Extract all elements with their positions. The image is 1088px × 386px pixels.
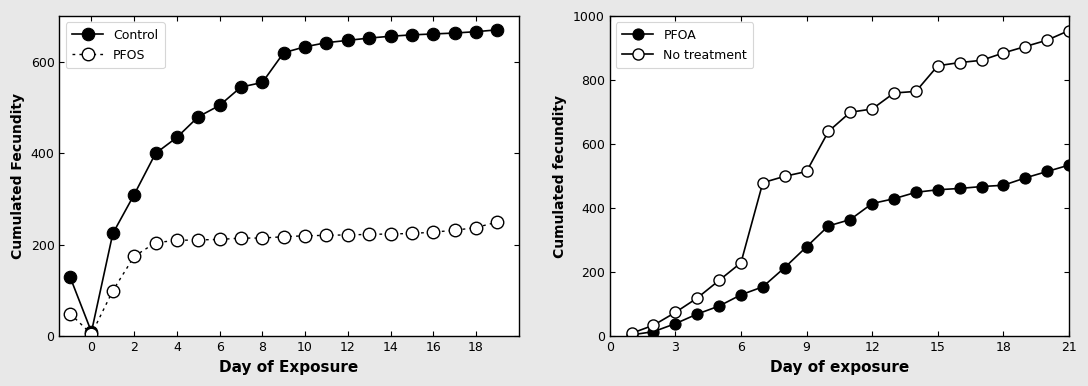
No treatment (866, 107, 879, 111)
No treatment (975, 58, 988, 63)
Line: PFOS: PFOS (64, 216, 504, 340)
PFOS (213, 237, 226, 242)
PFOS (362, 232, 375, 237)
PFOA (975, 184, 988, 189)
Control (171, 135, 184, 140)
Y-axis label: Cumulated fecundity: Cumulated fecundity (554, 95, 568, 258)
Control (277, 51, 290, 55)
Control (298, 44, 311, 49)
No treatment (1040, 38, 1053, 42)
Control (406, 32, 419, 37)
Line: Control: Control (64, 24, 504, 338)
Control (149, 151, 162, 156)
PFOA (888, 196, 901, 201)
PFOS (256, 236, 269, 240)
PFOS (448, 228, 461, 233)
PFOA (1018, 176, 1031, 180)
PFOA (931, 188, 944, 192)
PFOA (910, 190, 923, 195)
PFOS (426, 230, 440, 234)
Control (491, 27, 504, 32)
PFOS (63, 311, 76, 316)
No treatment (756, 180, 769, 185)
PFOA (821, 223, 834, 228)
Control (213, 103, 226, 108)
Legend: PFOA, No treatment: PFOA, No treatment (616, 22, 754, 68)
PFOS (469, 225, 482, 230)
Control (127, 192, 140, 197)
Control (342, 38, 355, 43)
PFOA (778, 265, 791, 270)
PFOS (191, 238, 205, 242)
PFOA (844, 217, 857, 222)
No treatment (997, 51, 1010, 55)
Control (256, 80, 269, 85)
PFOS (298, 234, 311, 238)
PFOS (149, 240, 162, 245)
PFOA (626, 333, 639, 337)
No treatment (691, 296, 704, 300)
No treatment (669, 310, 682, 315)
No treatment (1018, 44, 1031, 49)
Line: No treatment: No treatment (626, 25, 1075, 339)
PFOS (85, 332, 98, 337)
Control (191, 115, 205, 119)
Control (107, 231, 120, 236)
No treatment (734, 261, 747, 265)
Control (384, 34, 397, 39)
PFOS (277, 234, 290, 239)
Control (320, 41, 333, 45)
Line: PFOA: PFOA (626, 159, 1075, 340)
PFOA (713, 304, 726, 308)
No treatment (910, 89, 923, 94)
PFOA (756, 284, 769, 289)
Control (469, 29, 482, 34)
No treatment (800, 169, 813, 174)
PFOS (491, 220, 504, 224)
Control (426, 32, 440, 36)
No treatment (888, 91, 901, 95)
PFOS (406, 231, 419, 236)
PFOS (127, 254, 140, 259)
No treatment (844, 110, 857, 115)
Control (448, 31, 461, 36)
PFOS (342, 232, 355, 237)
No treatment (626, 331, 639, 335)
Control (85, 330, 98, 334)
PFOA (800, 244, 813, 249)
No treatment (931, 63, 944, 68)
No treatment (821, 129, 834, 134)
No treatment (647, 323, 660, 328)
Control (63, 275, 76, 279)
PFOA (997, 183, 1010, 188)
Y-axis label: Cumulated Fecundity: Cumulated Fecundity (11, 93, 25, 259)
PFOA (669, 321, 682, 326)
No treatment (778, 174, 791, 179)
PFOA (866, 201, 879, 206)
PFOA (691, 312, 704, 317)
No treatment (953, 60, 966, 65)
PFOA (953, 186, 966, 191)
Control (362, 36, 375, 41)
PFOS (234, 236, 247, 240)
PFOS (171, 238, 184, 243)
PFOA (647, 329, 660, 334)
No treatment (1063, 28, 1076, 33)
PFOA (1040, 169, 1053, 174)
No treatment (713, 278, 726, 283)
PFOA (734, 293, 747, 297)
PFOS (384, 232, 397, 236)
PFOS (107, 288, 120, 293)
PFOA (1063, 163, 1076, 168)
Legend: Control, PFOS: Control, PFOS (65, 22, 164, 68)
Control (234, 85, 247, 90)
X-axis label: Day of exposure: Day of exposure (769, 360, 908, 375)
X-axis label: Day of Exposure: Day of Exposure (220, 360, 359, 375)
PFOS (320, 233, 333, 238)
